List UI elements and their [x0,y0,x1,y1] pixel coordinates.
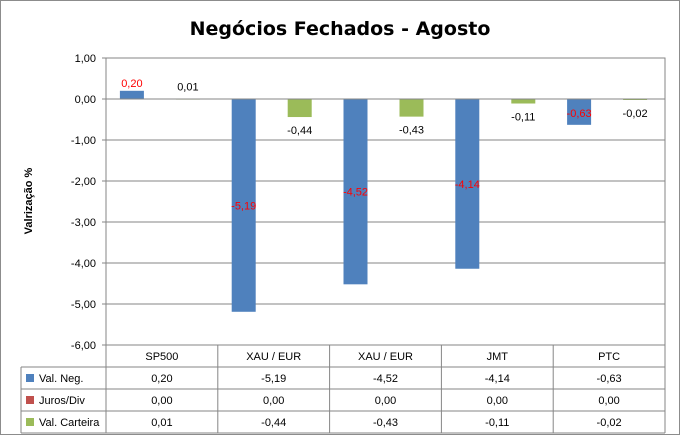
legend-swatch [26,374,34,382]
y-tick-label: 1,00 [75,53,96,65]
table-cell: -4,52 [373,373,398,385]
table-cell: -0,11 [485,417,509,429]
chart-title: Negócios Fechados - Agosto [190,18,491,40]
category-label: SP500 [145,351,178,363]
table-cell: -5,19 [261,373,286,385]
data-label: -4,14 [455,179,480,191]
y-tick-label: -4,00 [71,258,96,270]
table-cell: -0,44 [261,417,286,429]
data-label: -4,52 [343,187,368,199]
bar-val-neg- [567,99,592,125]
data-label: -0,63 [567,108,592,120]
category-label: XAU / EUR [358,351,413,363]
table-cell: -0,63 [597,373,622,385]
bar-val-neg- [231,99,256,312]
y-tick-label: -5,00 [71,299,96,311]
bar-val-carteira [287,99,312,118]
data-label: -0,43 [399,125,424,137]
data-label: 0,01 [177,82,198,94]
table-cell: 0,00 [375,395,396,407]
bar-val-carteira [399,99,424,117]
table-cell: -4,14 [485,373,510,385]
y-tick-label: -2,00 [71,176,96,188]
y-axis-label: Valrização % [23,167,35,234]
table-cell: 0,00 [598,395,619,407]
table-cell: -0,02 [597,417,622,429]
category-label: JMT [487,351,509,363]
bar-val-neg- [119,90,144,99]
data-label: -0,11 [511,112,535,124]
data-label: 0,20 [121,78,142,90]
bar-val-neg- [343,99,368,285]
y-tick-label: -3,00 [71,217,96,229]
bar-val-neg- [455,99,480,269]
bar-val-carteira [511,99,536,104]
category-label: PTC [598,351,620,363]
legend-swatch [26,396,34,404]
plot-border [105,57,666,346]
table-cell: 0,00 [263,395,284,407]
y-tick-label: -6,00 [71,340,96,352]
table-cell: 0,01 [151,417,172,429]
legend-swatch [26,418,34,426]
data-label: -5,19 [231,200,256,212]
data-label: -0,44 [287,125,312,137]
legend-entry: Juros/Div [39,395,85,407]
y-tick-label: 0,00 [75,94,96,106]
table-cell: 0,00 [151,395,172,407]
category-label: XAU / EUR [246,351,301,363]
table-cell: 0,00 [487,395,508,407]
table-cell: 0,20 [151,373,172,385]
data-table: SP500 XAU / EUR XAU / EUR JMT PTC Val. Neg. 0,… [20,345,666,434]
table-cell: -0,43 [373,417,398,429]
legend-entry: Val. Carteira [39,417,100,429]
y-tick-label: -1,00 [71,135,96,147]
legend-entry: Val. Neg. [39,373,83,385]
data-label: -0,02 [623,108,648,120]
plot-area: 1,00 0,00 -1,00 -2,00 -3,00 -4,00 -5,00 -6,00 0,… [71,53,666,352]
